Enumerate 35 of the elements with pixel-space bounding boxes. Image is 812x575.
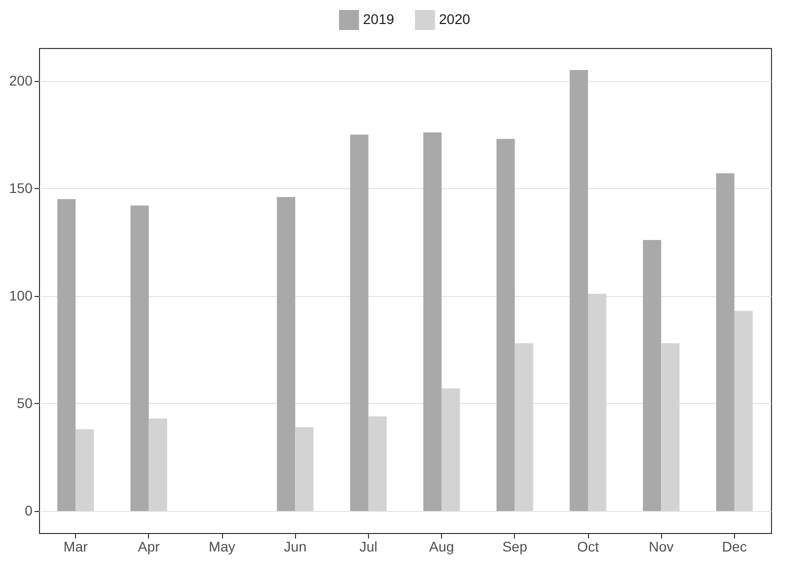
y-tick-label: 100	[9, 287, 33, 304]
bar	[734, 310, 753, 511]
x-tick-label: Mar	[64, 538, 88, 554]
bar	[642, 240, 662, 511]
bar	[130, 206, 149, 511]
bar	[57, 199, 76, 511]
x-tick-label: May	[208, 538, 236, 554]
bar	[514, 343, 534, 511]
y-tick-label: 50	[16, 394, 33, 411]
x-tick-label: Nov	[648, 538, 674, 554]
bar	[442, 388, 460, 511]
bar	[350, 134, 368, 511]
y-tick-label: 200	[9, 72, 33, 88]
x-tick-label: Jun	[284, 538, 306, 554]
bar	[496, 138, 515, 511]
bar	[423, 132, 442, 511]
y-tick-label: 0	[24, 502, 33, 518]
bar	[295, 427, 314, 511]
bar	[661, 343, 680, 511]
bar	[716, 173, 734, 511]
x-tick-label: Apr	[138, 538, 160, 554]
legend-label: 2019	[363, 11, 394, 27]
bar	[148, 418, 168, 511]
bar	[570, 70, 588, 511]
x-tick-label: Dec	[722, 538, 747, 554]
x-tick-label: Aug	[429, 538, 454, 554]
x-tick-label: Sep	[502, 538, 528, 554]
bar	[76, 429, 94, 511]
bar	[276, 196, 296, 511]
y-tick-label: 150	[9, 180, 33, 196]
legend-label: 2020	[439, 11, 470, 27]
x-tick-label: Oct	[577, 538, 599, 554]
bar	[368, 416, 387, 511]
bar	[588, 294, 606, 511]
x-tick-label: Jul	[359, 538, 378, 554]
